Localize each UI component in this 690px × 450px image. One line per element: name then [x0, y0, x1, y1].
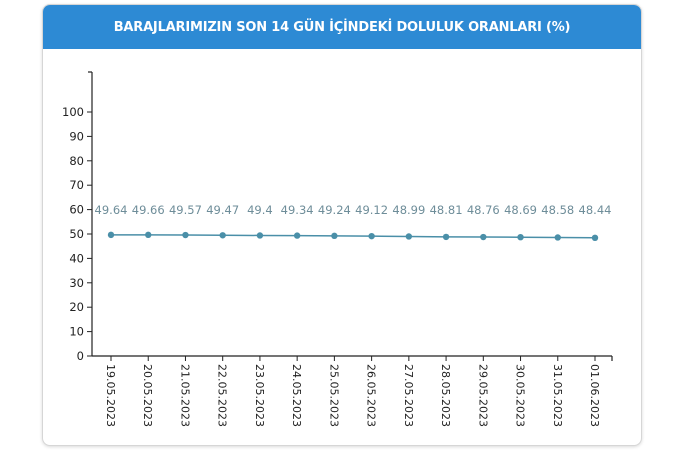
data-label: 48.58: [541, 203, 574, 217]
data-label: 48.76: [467, 203, 500, 217]
x-tick-label: 01.06.2023: [588, 364, 601, 427]
data-label: 48.99: [392, 203, 425, 217]
y-tick-label: 40: [69, 251, 84, 265]
x-tick-label: 27.05.2023: [402, 364, 415, 427]
data-point: [145, 231, 152, 239]
y-tick-label: 60: [69, 203, 84, 217]
data-point: [554, 234, 561, 241]
data-point: [293, 232, 301, 239]
x-tick-label: 20.05.2023: [141, 364, 154, 427]
y-tick-label: 10: [69, 325, 84, 339]
data-point: [517, 233, 524, 241]
chart-card: BARAJLARIMIZIN SON 14 GÜN İÇİNDEKİ DOLUL…: [42, 4, 642, 446]
data-label: 49.34: [281, 203, 314, 217]
data-label: 49.47: [206, 203, 239, 217]
data-point: [256, 232, 264, 239]
y-tick-label: 90: [69, 129, 84, 143]
data-point: [442, 233, 450, 241]
x-tick-label: 22.05.2023: [216, 364, 229, 427]
x-tick-label: 26.05.2023: [365, 364, 378, 427]
data-label: 49.64: [95, 203, 128, 217]
data-point: [182, 231, 189, 239]
x-tick-label: 30.05.2023: [514, 364, 527, 427]
x-tick-label: 23.05.2023: [253, 364, 266, 427]
x-tick-label: 24.05.2023: [290, 364, 303, 427]
data-label: 48.81: [430, 203, 463, 217]
data-label: 49.12: [355, 203, 388, 217]
data-point: [107, 231, 115, 239]
data-label: 49.57: [169, 203, 202, 217]
x-tick-label: 19.05.2023: [104, 364, 117, 427]
y-tick-label: 80: [69, 154, 84, 168]
data-point: [331, 232, 338, 240]
y-tick-label: 0: [77, 349, 84, 363]
series-line: [110, 234, 596, 239]
x-tick-label: 29.05.2023: [476, 364, 489, 427]
y-tick-label: 70: [69, 178, 84, 192]
data-point: [480, 233, 487, 241]
data-point: [368, 232, 375, 240]
chart-title: BARAJLARIMIZIN SON 14 GÜN İÇİNDEKİ DOLUL…: [43, 5, 641, 49]
x-tick-label: 25.05.2023: [327, 364, 340, 427]
y-tick-label: 100: [62, 105, 84, 119]
y-tick-label: 20: [69, 300, 84, 314]
data-label: 49.4: [247, 203, 273, 217]
data-label: 49.66: [132, 203, 165, 217]
data-label: 48.69: [504, 203, 537, 217]
data-point: [591, 234, 599, 242]
x-tick-label: 21.05.2023: [178, 364, 191, 427]
data-point: [219, 232, 226, 239]
y-tick-label: 50: [69, 227, 84, 241]
y-tick-label: 30: [69, 276, 84, 290]
data-label: 49.24: [318, 203, 351, 217]
data-label: 48.44: [579, 203, 612, 217]
data-point: [405, 233, 413, 240]
x-tick-label: 28.05.2023: [439, 364, 452, 427]
x-tick-label: 31.05.2023: [551, 364, 564, 427]
